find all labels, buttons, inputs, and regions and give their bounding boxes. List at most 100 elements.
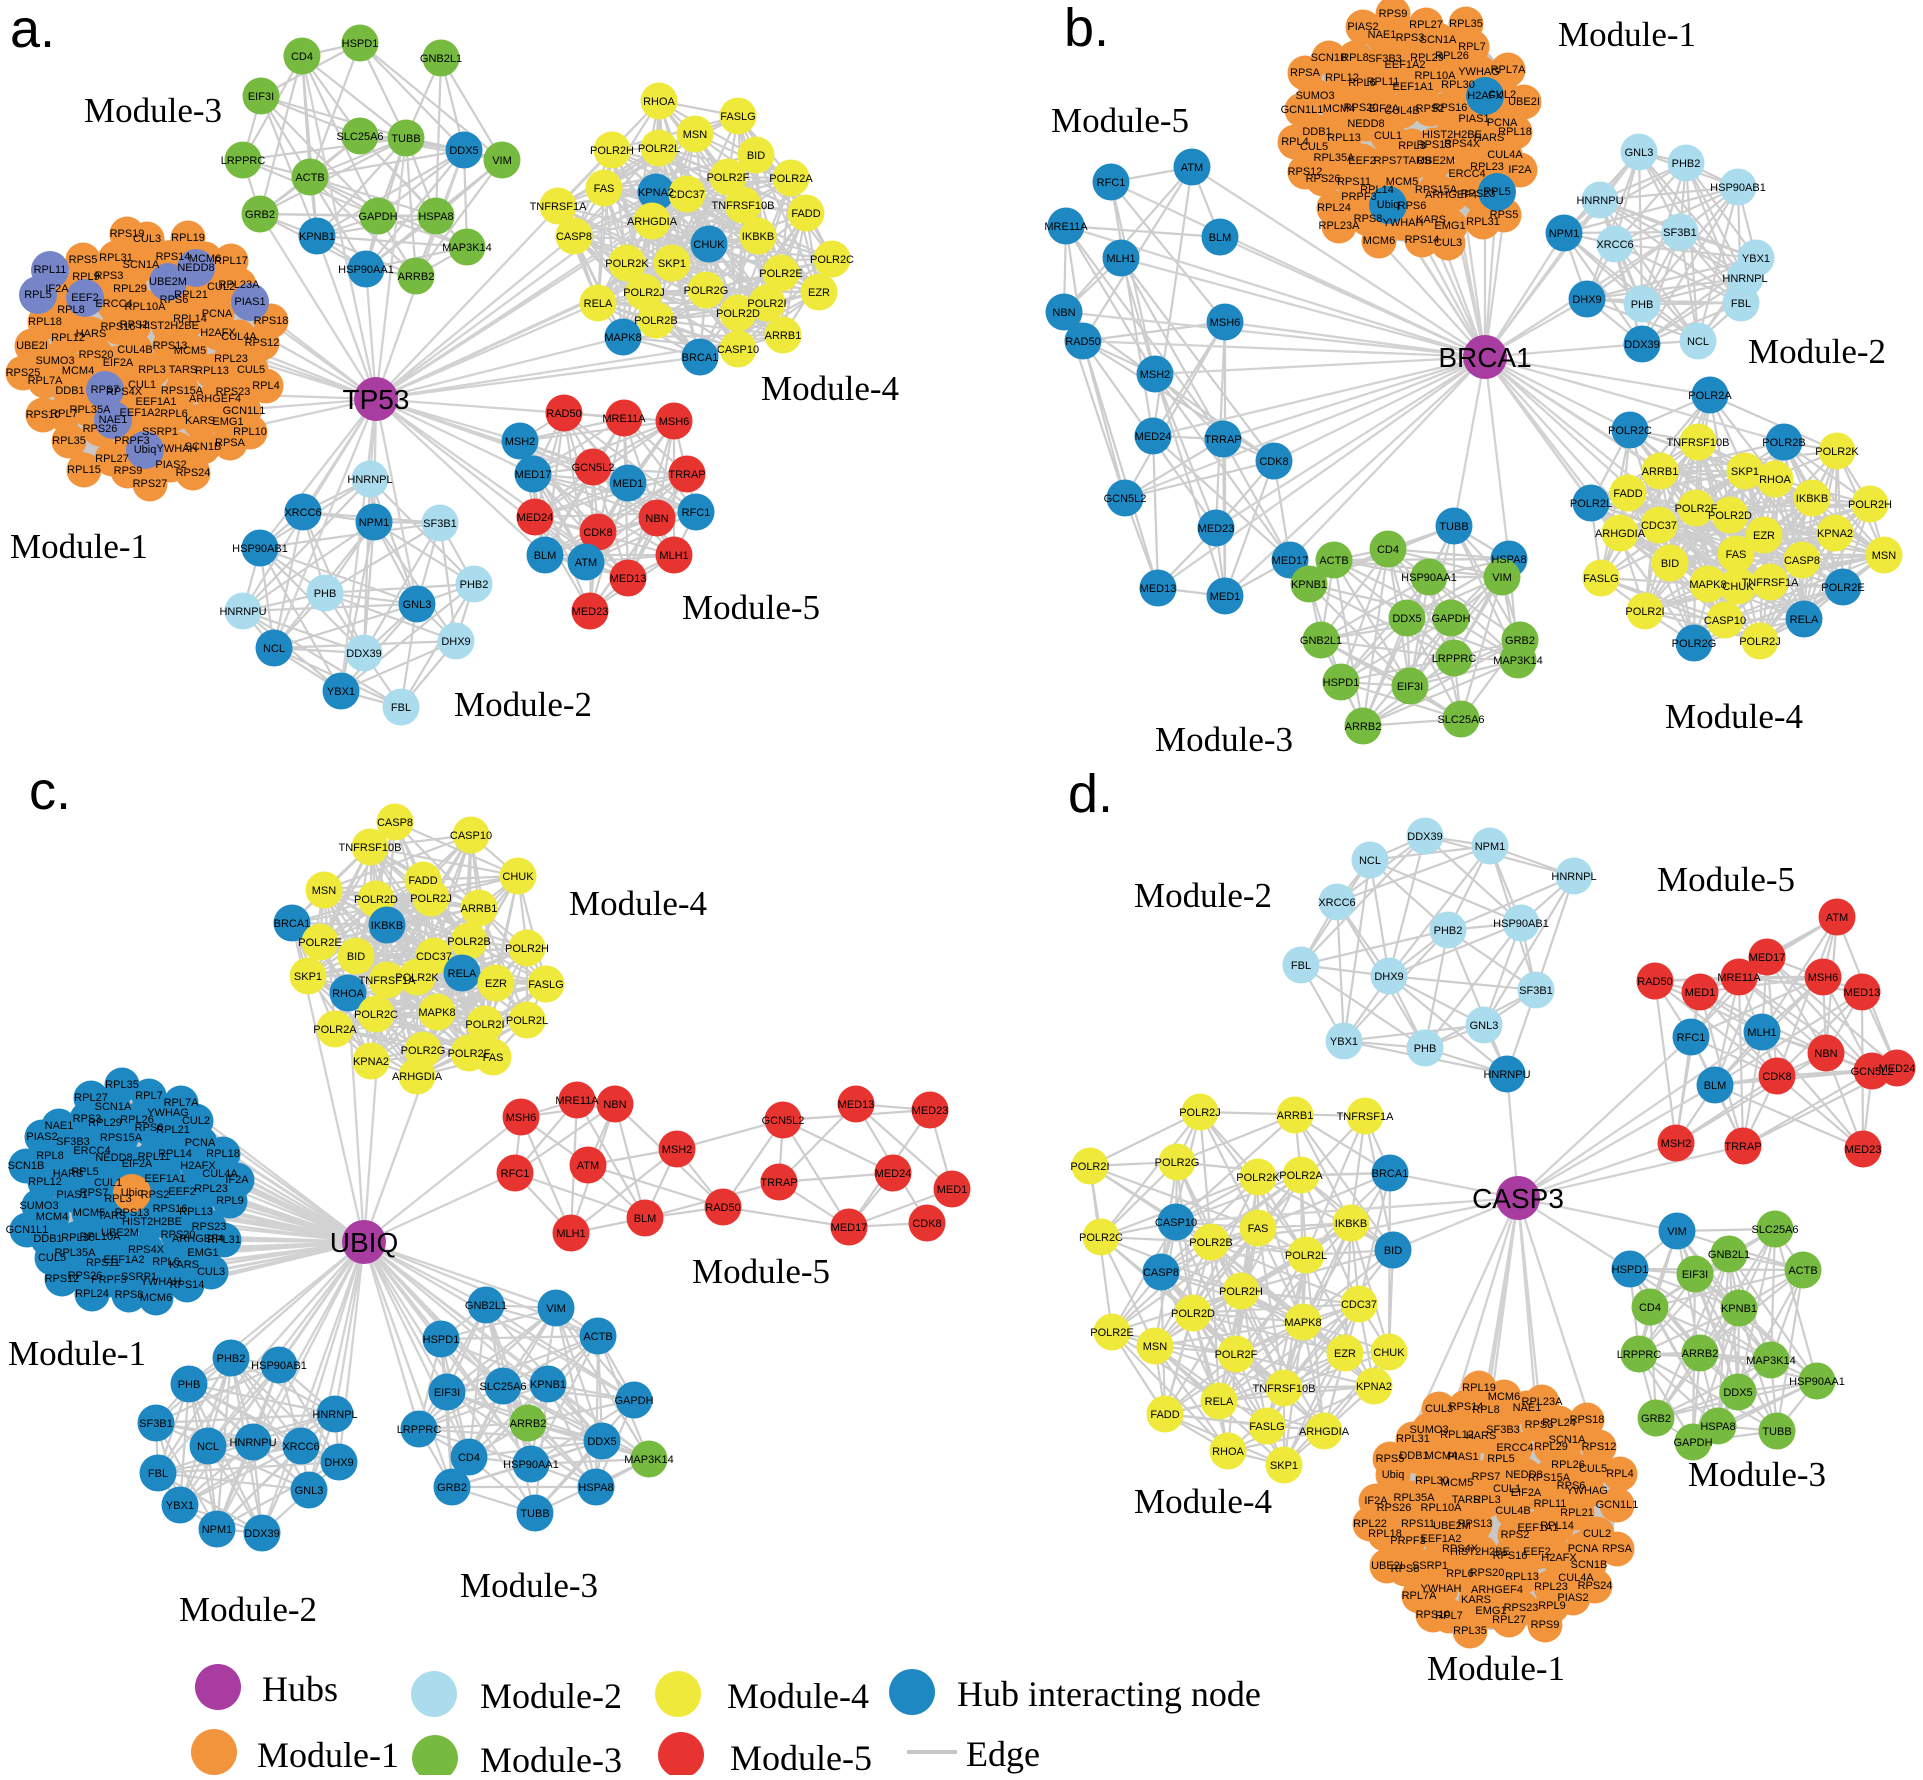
svg-text:NEDD8: NEDD8 [177, 262, 214, 274]
svg-text:Module-3: Module-3 [1688, 1455, 1826, 1494]
svg-text:KARS: KARS [1416, 214, 1446, 226]
svg-text:TNFRSF1A: TNFRSF1A [1337, 1111, 1395, 1123]
svg-text:RPL31: RPL31 [207, 1234, 241, 1246]
svg-text:RPL23: RPL23 [1470, 161, 1504, 173]
svg-text:MED17: MED17 [831, 1222, 868, 1234]
svg-text:MCM5: MCM5 [1441, 1477, 1473, 1489]
svg-text:MLH1: MLH1 [1106, 253, 1135, 265]
svg-text:RPS2: RPS2 [141, 1189, 170, 1201]
svg-text:DDX39: DDX39 [244, 1528, 279, 1540]
svg-text:TUBB: TUBB [391, 133, 420, 145]
svg-text:POLR2J: POLR2J [1739, 636, 1781, 648]
svg-text:TARS: TARS [169, 364, 198, 376]
svg-text:EIF2A: EIF2A [1511, 1487, 1542, 1499]
svg-text:TARS: TARS [1452, 1494, 1481, 1506]
svg-text:BRCA1: BRCA1 [274, 918, 311, 930]
svg-text:Ubiq: Ubiq [1377, 199, 1400, 211]
svg-text:RPL21: RPL21 [174, 289, 208, 301]
svg-text:HSPD1: HSPD1 [342, 38, 379, 50]
svg-text:POLR2K: POLR2K [1236, 1172, 1280, 1184]
svg-text:FAS: FAS [1726, 549, 1747, 561]
svg-text:RPS9: RPS9 [1531, 1619, 1560, 1631]
svg-text:Module-1: Module-1 [1427, 1649, 1565, 1688]
svg-text:RPS15A: RPS15A [100, 1132, 143, 1144]
svg-text:BLM: BLM [1209, 232, 1232, 244]
svg-text:HNRNPL: HNRNPL [1722, 273, 1767, 285]
svg-text:SF3B3: SF3B3 [56, 1136, 90, 1148]
svg-text:RPS11: RPS11 [1337, 176, 1371, 188]
svg-text:RPL22: RPL22 [1353, 1518, 1387, 1530]
svg-text:ERCC4: ERCC4 [1448, 168, 1485, 180]
svg-text:RPS12: RPS12 [45, 1273, 80, 1285]
svg-text:RPL7: RPL7 [1435, 1610, 1463, 1622]
svg-text:RPL7A: RPL7A [28, 375, 64, 387]
svg-text:IF2A: IF2A [45, 283, 69, 295]
svg-text:RPS11: RPS11 [86, 1257, 120, 1269]
svg-text:Module-5: Module-5 [1051, 101, 1189, 140]
svg-text:RPS7: RPS7 [1374, 155, 1403, 167]
svg-text:HSPA8: HSPA8 [1700, 1421, 1735, 1433]
svg-text:RPL8: RPL8 [1472, 1404, 1500, 1416]
svg-text:RPS20: RPS20 [1344, 102, 1379, 114]
svg-text:HSP90AB1: HSP90AB1 [232, 543, 288, 555]
svg-text:NPM1: NPM1 [1475, 841, 1506, 853]
svg-text:RPL10A: RPL10A [80, 1231, 122, 1243]
svg-text:PHB: PHB [314, 588, 337, 600]
svg-text:PRPF3: PRPF3 [91, 1274, 126, 1286]
svg-text:NCL: NCL [197, 1441, 219, 1453]
svg-text:a.: a. [10, 0, 55, 59]
svg-text:RPL6: RPL6 [1348, 77, 1376, 89]
svg-text:Module-1: Module-1 [10, 527, 148, 566]
svg-text:MRE11A: MRE11A [555, 1095, 599, 1107]
svg-text:RPS4X: RPS4X [1444, 138, 1481, 150]
svg-text:RPS10: RPS10 [1416, 1609, 1451, 1621]
svg-text:MCM4: MCM4 [1425, 1450, 1457, 1462]
svg-text:SSRP1: SSRP1 [142, 426, 178, 438]
svg-text:ARRB1: ARRB1 [461, 903, 498, 915]
svg-text:MED1: MED1 [937, 1184, 968, 1196]
svg-text:POLR2L: POLR2L [1570, 498, 1612, 510]
svg-text:DDB1: DDB1 [33, 1233, 62, 1245]
svg-text:TNFRSF1A: TNFRSF1A [530, 201, 588, 213]
svg-text:EMG1: EMG1 [187, 1247, 218, 1259]
svg-text:LRPPRC: LRPPRC [1617, 1349, 1662, 1361]
svg-text:NPM1: NPM1 [359, 517, 390, 529]
svg-text:RPL5: RPL5 [1487, 1453, 1515, 1465]
svg-text:NCL: NCL [263, 643, 285, 655]
svg-text:RPS15A: RPS15A [161, 385, 204, 397]
svg-text:CASP8: CASP8 [556, 231, 592, 243]
svg-text:Module-4: Module-4 [727, 1676, 869, 1716]
svg-text:MED23: MED23 [572, 606, 609, 618]
svg-text:POLR2J: POLR2J [410, 893, 452, 905]
svg-text:POLR2A: POLR2A [1688, 390, 1732, 402]
svg-text:CUL4B: CUL4B [1384, 105, 1419, 117]
svg-text:RPS26: RPS26 [68, 1270, 103, 1282]
svg-text:DDX5: DDX5 [449, 145, 478, 157]
svg-text:CASP3: CASP3 [1472, 1183, 1564, 1214]
svg-text:UBE2M: UBE2M [149, 276, 187, 288]
svg-text:HNRNPL: HNRNPL [347, 474, 392, 486]
svg-text:SCN1B: SCN1B [1571, 1559, 1608, 1571]
svg-text:FBL: FBL [1731, 298, 1751, 310]
svg-text:RPL18: RPL18 [206, 1148, 240, 1160]
svg-text:MSN: MSN [683, 129, 708, 141]
svg-text:LRPPRC: LRPPRC [221, 155, 266, 167]
svg-text:RPL23: RPL23 [214, 353, 248, 365]
svg-text:MSH6: MSH6 [1808, 972, 1839, 984]
svg-text:d.: d. [1068, 764, 1113, 824]
svg-text:ATM: ATM [1181, 162, 1203, 174]
svg-text:RPS19: RPS19 [110, 228, 145, 240]
svg-text:DDX5: DDX5 [587, 1436, 616, 1448]
svg-text:MAPK8: MAPK8 [1689, 579, 1726, 591]
svg-text:MED13: MED13 [838, 1099, 875, 1111]
svg-text:RPL12: RPL12 [51, 332, 85, 344]
svg-text:GNB2L1: GNB2L1 [465, 1300, 507, 1312]
svg-text:RPS20: RPS20 [161, 1229, 196, 1241]
svg-text:RPL35: RPL35 [52, 435, 86, 447]
svg-text:MED23: MED23 [1845, 1144, 1882, 1156]
svg-text:KPNA2: KPNA2 [1817, 528, 1853, 540]
svg-text:YBX1: YBX1 [166, 1500, 194, 1512]
svg-text:ARHGDIA: ARHGDIA [627, 216, 678, 228]
svg-text:Module-3: Module-3 [480, 1740, 622, 1775]
svg-text:DHX9: DHX9 [324, 1457, 353, 1469]
